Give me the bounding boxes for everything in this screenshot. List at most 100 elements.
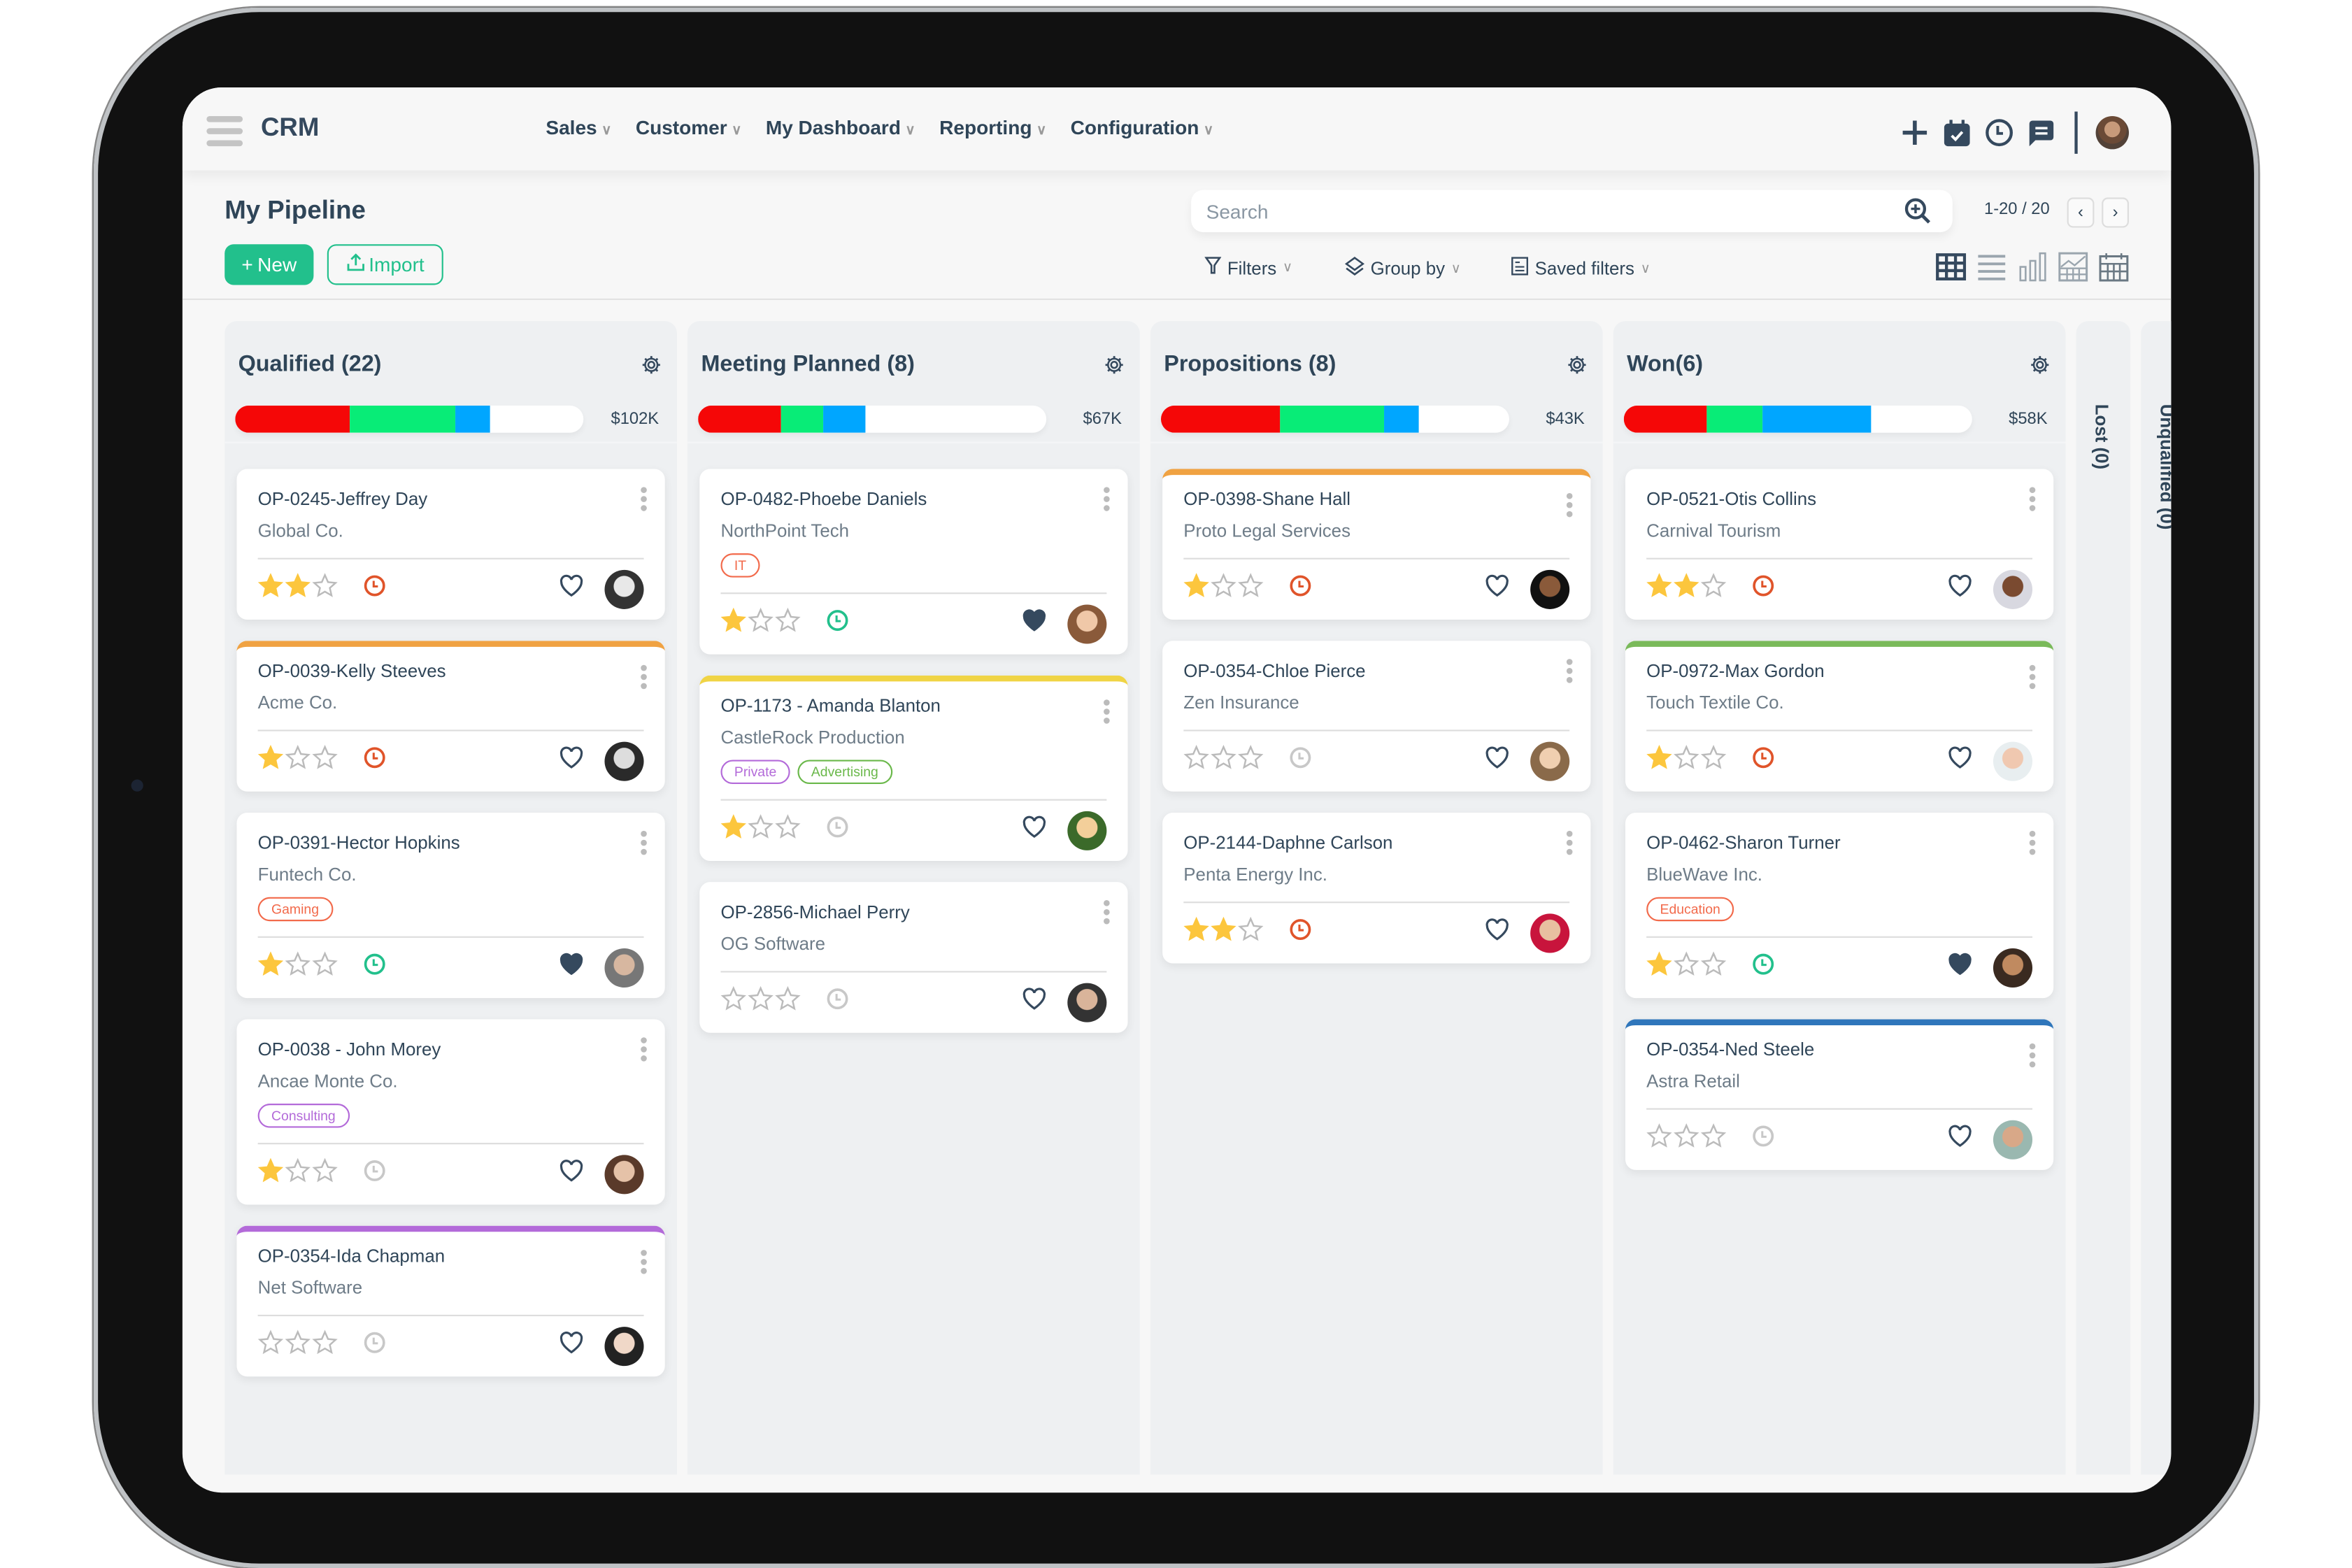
star-empty-icon[interactable] [1238,916,1264,950]
star-filled-icon[interactable] [720,814,746,847]
more-options-icon[interactable] [2029,664,2036,692]
star-empty-icon[interactable] [775,985,801,1019]
activity-clock-icon[interactable] [826,815,848,846]
heart-outline-icon[interactable] [560,574,583,604]
chat-icon[interactable] [2026,117,2056,148]
heart-outline-icon[interactable] [1948,574,1972,604]
opportunity-card[interactable]: OP-1173 - Amanda Blanton CastleRock Produ… [699,675,1128,861]
assignee-avatar[interactable] [1530,569,1570,609]
star-filled-icon[interactable] [1183,916,1209,950]
star-filled-icon[interactable] [1646,744,1672,778]
activity-clock-icon[interactable] [1289,574,1311,604]
activity-clock-icon[interactable] [826,609,848,639]
group-by-dropdown[interactable]: Group by ∨ [1344,256,1461,280]
star-empty-icon[interactable] [1674,1123,1699,1156]
opportunity-card[interactable]: OP-0398-Shane Hall Proto Legal Services [1162,469,1591,620]
more-options-icon[interactable] [1104,699,1110,727]
star-empty-icon[interactable] [257,1330,284,1362]
assignee-avatar[interactable] [604,948,644,988]
star-filled-icon[interactable] [257,744,284,778]
activity-clock-icon[interactable] [364,1160,386,1190]
star-empty-icon[interactable] [312,1157,338,1191]
star-empty-icon[interactable] [748,607,774,641]
star-empty-icon[interactable] [775,814,801,847]
calendar-icon[interactable] [2099,252,2129,290]
star-filled-icon[interactable] [1183,573,1209,606]
tag-badge[interactable]: Education [1646,897,1734,922]
activity-clock-icon[interactable] [826,988,848,1018]
activity-clock-icon[interactable] [1289,918,1311,948]
activity-clock-icon[interactable] [1752,1125,1774,1155]
star-empty-icon[interactable] [720,985,746,1019]
star-empty-icon[interactable] [748,814,774,847]
assignee-avatar[interactable] [1993,741,2033,781]
star-empty-icon[interactable] [1700,951,1727,984]
tag-badge[interactable]: Advertising [797,760,892,785]
star-empty-icon[interactable] [1183,744,1209,778]
more-options-icon[interactable] [1566,659,1573,686]
opportunity-card[interactable]: OP-0462-Sharon Turner BlueWave Inc. Educat… [1625,812,2054,999]
more-options-icon[interactable] [641,830,647,858]
opportunity-card[interactable]: OP-0354-Ned Steele Astra Retail [1625,1019,2054,1170]
heart-outline-icon[interactable] [1022,988,1046,1018]
star-empty-icon[interactable] [312,951,338,984]
star-filled-icon[interactable] [1646,951,1672,984]
opportunity-card[interactable]: OP-2144-Daphne Carlson Penta Energy Inc. [1162,812,1591,964]
assignee-avatar[interactable] [604,569,644,609]
heart-outline-icon[interactable] [1948,1125,1972,1155]
prev-page-button[interactable]: ‹ [2067,197,2095,228]
activity-clock-icon[interactable] [364,1332,386,1362]
more-options-icon[interactable] [1566,492,1573,520]
pivot-icon[interactable] [2058,252,2088,290]
heart-outline-icon[interactable] [560,1331,583,1362]
gear-icon[interactable] [2030,355,2051,383]
activity-clock-icon[interactable] [1752,574,1774,604]
tag-badge[interactable]: Gaming [257,897,333,922]
star-empty-icon[interactable] [285,951,311,984]
heart-outline-icon[interactable] [1485,574,1509,604]
assignee-avatar[interactable] [1993,948,2033,988]
star-filled-icon[interactable] [1674,573,1699,606]
star-empty-icon[interactable] [1646,1123,1672,1156]
star-empty-icon[interactable] [1674,951,1699,984]
zoom-in-search-icon[interactable] [1904,197,1932,232]
star-empty-icon[interactable] [1700,1123,1727,1156]
import-button[interactable]: Import [327,244,443,285]
assignee-avatar[interactable] [1067,604,1107,644]
activity-clock-icon[interactable] [364,574,386,604]
star-empty-icon[interactable] [312,573,338,606]
more-options-icon[interactable] [641,664,647,692]
hamburger-menu-icon[interactable] [206,115,243,147]
nav-reporting[interactable]: Reporting ∨ [939,116,1046,138]
kanban-icon[interactable] [1936,252,1967,290]
star-empty-icon[interactable] [312,744,338,778]
gear-icon[interactable] [1104,355,1125,383]
assignee-avatar[interactable] [1530,741,1570,781]
activity-clock-icon[interactable] [1752,746,1774,776]
more-options-icon[interactable] [2029,830,2036,858]
tag-badge[interactable]: Consulting [257,1104,350,1128]
star-filled-icon[interactable] [1646,573,1672,606]
more-options-icon[interactable] [641,487,647,514]
heart-outline-icon[interactable] [560,1160,583,1190]
nav-customer[interactable]: Customer ∨ [636,116,742,138]
activity-clock-icon[interactable] [364,746,386,776]
folded-column[interactable]: Unqualified (0) [2141,321,2172,1475]
assignee-avatar[interactable] [1067,983,1107,1022]
opportunity-card[interactable]: OP-0972-Max Gordon Touch Textile Co. [1625,641,2054,792]
heart-outline-icon[interactable] [560,746,583,776]
gear-icon[interactable] [1567,355,1588,383]
star-empty-icon[interactable] [1700,573,1727,606]
tag-badge[interactable]: Private [720,760,790,785]
star-empty-icon[interactable] [1211,744,1236,778]
opportunity-card[interactable]: OP-2856-Michael Perry OG Software [699,882,1128,1033]
assignee-avatar[interactable] [1993,569,2033,609]
more-options-icon[interactable] [2029,1043,2036,1071]
clock-icon[interactable] [1984,117,2014,148]
star-empty-icon[interactable] [1700,744,1727,778]
star-empty-icon[interactable] [1238,573,1264,606]
opportunity-card[interactable]: OP-0482-Phoebe Daniels NorthPoint Tech IT [699,469,1128,655]
assignee-avatar[interactable] [1067,811,1107,850]
assignee-avatar[interactable] [1993,1120,2033,1160]
opportunity-card[interactable]: OP-0521-Otis Collins Carnival Tourism [1625,469,2054,620]
